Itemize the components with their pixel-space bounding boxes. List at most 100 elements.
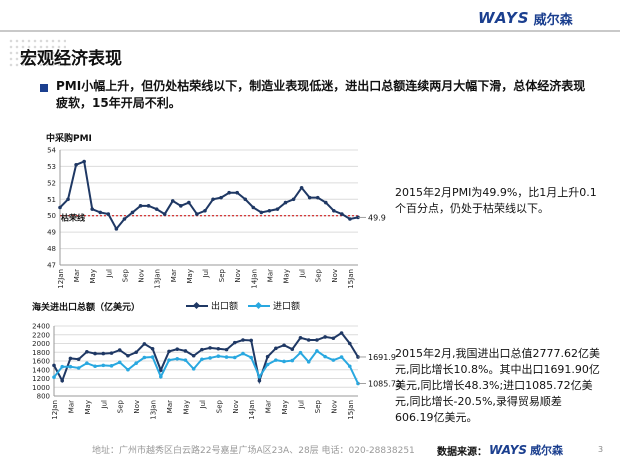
data-point xyxy=(130,210,135,215)
data-source-label: 数据来源： xyxy=(437,446,487,458)
x-tick-label: 12Jan xyxy=(57,269,65,289)
data-point xyxy=(134,350,138,355)
pmi-note: 2015年2月PMI为49.9%，比1月上升0.1 个百分点，仍处于枯荣线以下。 xyxy=(395,186,597,215)
data-point xyxy=(68,356,73,361)
x-tick-label: May xyxy=(182,400,190,414)
y-tick-label: 49 xyxy=(47,229,56,237)
series-line xyxy=(59,160,359,231)
data-point xyxy=(52,375,56,379)
data-point xyxy=(243,197,248,202)
data-source: 数据来源： WAYS 威尔森 xyxy=(437,442,563,458)
y-tick-label: 48 xyxy=(47,245,56,253)
legend-import-label: 进口额 xyxy=(273,302,301,312)
data-point xyxy=(183,349,188,353)
data-point xyxy=(109,364,114,368)
data-point xyxy=(167,349,171,354)
x-tick-label: Mar xyxy=(73,269,81,282)
legend-export: 出口额 xyxy=(186,299,238,312)
data-point xyxy=(306,338,311,342)
logo-text: WAYS xyxy=(478,9,530,27)
data-point xyxy=(251,205,256,210)
x-tick-label: 12Jan xyxy=(51,400,59,420)
data-point xyxy=(52,363,56,368)
x-tick-label: Mar xyxy=(67,400,75,413)
legend-import-swatch xyxy=(248,304,270,307)
data-point xyxy=(142,355,147,360)
data-point xyxy=(208,356,212,360)
data-point xyxy=(348,217,352,221)
page-title: 宏观经济表现 xyxy=(20,49,122,69)
data-point xyxy=(159,368,163,372)
x-tick-label: Sep xyxy=(215,399,223,413)
data-point xyxy=(170,199,175,203)
header-rule xyxy=(0,30,620,32)
data-point xyxy=(93,351,97,356)
data-point xyxy=(74,162,78,167)
data-point xyxy=(126,353,130,358)
y-tick-label: 50 xyxy=(47,212,56,220)
data-point xyxy=(232,340,237,345)
x-tick-label: Sep xyxy=(315,268,323,282)
data-point xyxy=(109,351,114,355)
data-point xyxy=(323,354,327,359)
data-point xyxy=(339,355,344,359)
x-tick-label: Nov xyxy=(138,269,146,283)
data-point xyxy=(117,348,122,352)
data-point xyxy=(331,358,336,362)
data-point xyxy=(315,349,319,353)
data-point xyxy=(167,358,171,362)
data-point xyxy=(347,364,352,369)
data-point xyxy=(195,212,199,216)
footer-address: 地址：广州市越秀区白云路22号嘉星广场A区23A、28层 电话：020-2883… xyxy=(92,446,415,456)
data-point xyxy=(208,346,212,350)
data-point xyxy=(265,362,270,367)
source-logo-cn: 威尔森 xyxy=(530,444,564,457)
data-point xyxy=(134,361,138,365)
x-tick-label: Nov xyxy=(330,400,338,414)
y-tick-label: 53 xyxy=(47,163,56,171)
data-point xyxy=(142,342,147,346)
pmi-chart-title: 中采购PMI xyxy=(46,134,92,144)
end-value-label: 1691.9 xyxy=(368,353,396,362)
data-point xyxy=(106,212,111,216)
x-tick-label: Jul xyxy=(202,269,210,279)
data-point xyxy=(224,355,229,359)
data-point xyxy=(216,354,221,358)
x-tick-label: Nov xyxy=(133,400,141,414)
data-point xyxy=(257,374,262,379)
dot-pattern-decoration xyxy=(8,38,66,68)
source-logo-text: WAYS xyxy=(489,443,528,457)
data-point xyxy=(227,190,231,195)
data-point xyxy=(323,335,327,339)
y-tick-label: 51 xyxy=(47,196,56,204)
data-point xyxy=(101,363,106,368)
data-point xyxy=(211,197,215,202)
y-tick-label: 2400 xyxy=(32,323,50,331)
data-point xyxy=(93,364,97,369)
x-tick-label: Mar xyxy=(166,400,174,413)
data-point xyxy=(138,204,143,208)
data-point xyxy=(283,200,288,205)
data-point xyxy=(307,195,312,200)
data-point xyxy=(347,341,352,346)
x-tick-label: 13Jan xyxy=(150,400,158,420)
x-tick-label: May xyxy=(186,269,194,283)
x-tick-label: Jul xyxy=(299,269,307,279)
data-point xyxy=(203,208,207,213)
x-tick-label: Jul xyxy=(199,400,207,410)
x-tick-label: Jul xyxy=(100,400,108,410)
data-point xyxy=(249,355,253,360)
x-tick-label: Nov xyxy=(234,269,242,283)
data-point xyxy=(224,347,229,352)
x-tick-label: 15Jan xyxy=(347,269,355,289)
data-point xyxy=(331,336,336,341)
data-point xyxy=(274,358,278,362)
data-point xyxy=(146,204,151,208)
data-point xyxy=(68,364,73,369)
data-point xyxy=(290,347,295,351)
end-value-label: 49.9 xyxy=(368,213,386,222)
data-point xyxy=(282,343,286,348)
data-point xyxy=(200,357,204,362)
data-point xyxy=(191,353,196,358)
